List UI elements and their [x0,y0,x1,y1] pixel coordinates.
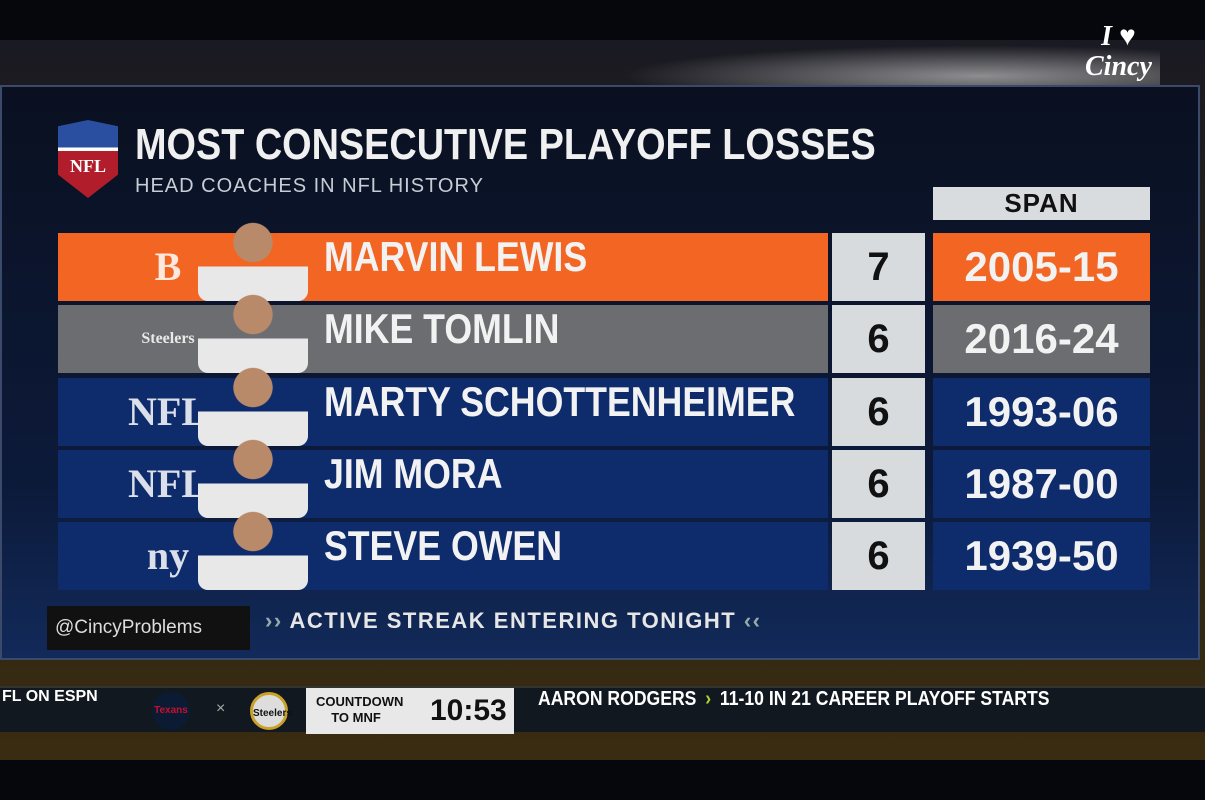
coach-photo [198,287,308,373]
loss-count: 6 [832,378,925,446]
bottom-ticker: FL ON ESPN Texans × Steelers COUNTDOWN T… [0,686,1205,734]
countdown-time: 10:53 [430,694,507,727]
stadium-lights [560,40,1160,85]
i-love-cincy-logo: I ♥ Cincy [1085,22,1152,82]
loss-count: 6 [832,305,925,373]
watermark: @CincyProblems [47,606,250,650]
span-years: 1987-00 [933,450,1150,518]
name-bar [58,450,828,518]
name-bar [58,305,828,373]
brand-line1: I ♥ [1101,21,1136,52]
steelers-logo: Steelers [250,692,292,730]
coach-row: NFL MARTY SCHOTTENHEIMER 6 1993-06 [58,360,1150,446]
loss-count: 6 [832,450,925,518]
coach-photo [198,360,308,446]
coach-name: MIKE TOMLIN [324,305,560,352]
headline-arrow-icon: › [705,688,712,710]
coach-photo [198,432,308,518]
coach-row: ny STEVE OWEN 6 1939-50 [58,504,1150,590]
span-years: 1993-06 [933,378,1150,446]
span-years: 2016-24 [933,305,1150,373]
active-streak-caption: ›› ACTIVE STREAK ENTERING TONIGHT ‹‹ [265,608,761,634]
ticker-headline: AARON RODGERS › 11-10 IN 21 CAREER PLAYOFF… [538,688,1049,711]
headline-text: 11-10 IN 21 CAREER PLAYOFF STARTS [719,688,1050,710]
coach-row: B MARVIN LEWIS 7 2005-15 [58,215,1150,301]
countdown-box: COUNTDOWN TO MNF 10:53 [306,688,514,734]
name-bar [58,522,828,590]
name-bar [58,378,828,446]
team-logo: ny [146,533,190,578]
caption-text: ACTIVE STREAK ENTERING TONIGHT [289,608,737,633]
coach-row: Steelers MIKE TOMLIN 6 2016-24 [58,287,1150,373]
caption-chevron-left: ›› [265,608,283,633]
graphic-title: MOST CONSECUTIVE PLAYOFF LOSSES [135,120,876,169]
coach-name: STEVE OWEN [324,522,563,569]
brand-line2: Cincy [1085,51,1152,82]
name-bar [58,233,828,301]
span-years: 1939-50 [933,522,1150,590]
coach-row: NFL JIM MORA 6 1987-00 [58,432,1150,518]
span-header: SPAN [933,187,1150,220]
coach-name: JIM MORA [324,450,503,497]
countdown-label: COUNTDOWN TO MNF [316,694,404,725]
coach-name: MARVIN LEWIS [324,233,588,280]
graphic-subtitle: HEAD COACHES IN NFL HISTORY [135,175,484,197]
texans-logo: Texans [152,692,190,730]
team-logo: NFL [128,389,208,434]
network-label: FL ON ESPN [2,688,98,705]
team-logo: Steelers [141,330,195,347]
coach-name: MARTY SCHOTTENHEIMER [324,378,796,425]
headline-subject: AARON RODGERS [538,688,697,710]
versus-icon: × [216,700,226,717]
team-logo: NFL [128,461,208,506]
coach-photo [198,504,308,590]
caption-chevron-right: ‹‹ [743,608,762,633]
loss-count: 6 [832,522,925,590]
loss-count: 7 [832,233,925,301]
span-years: 2005-15 [933,233,1150,301]
coach-photo [198,215,308,301]
team-logo: B [154,244,182,289]
